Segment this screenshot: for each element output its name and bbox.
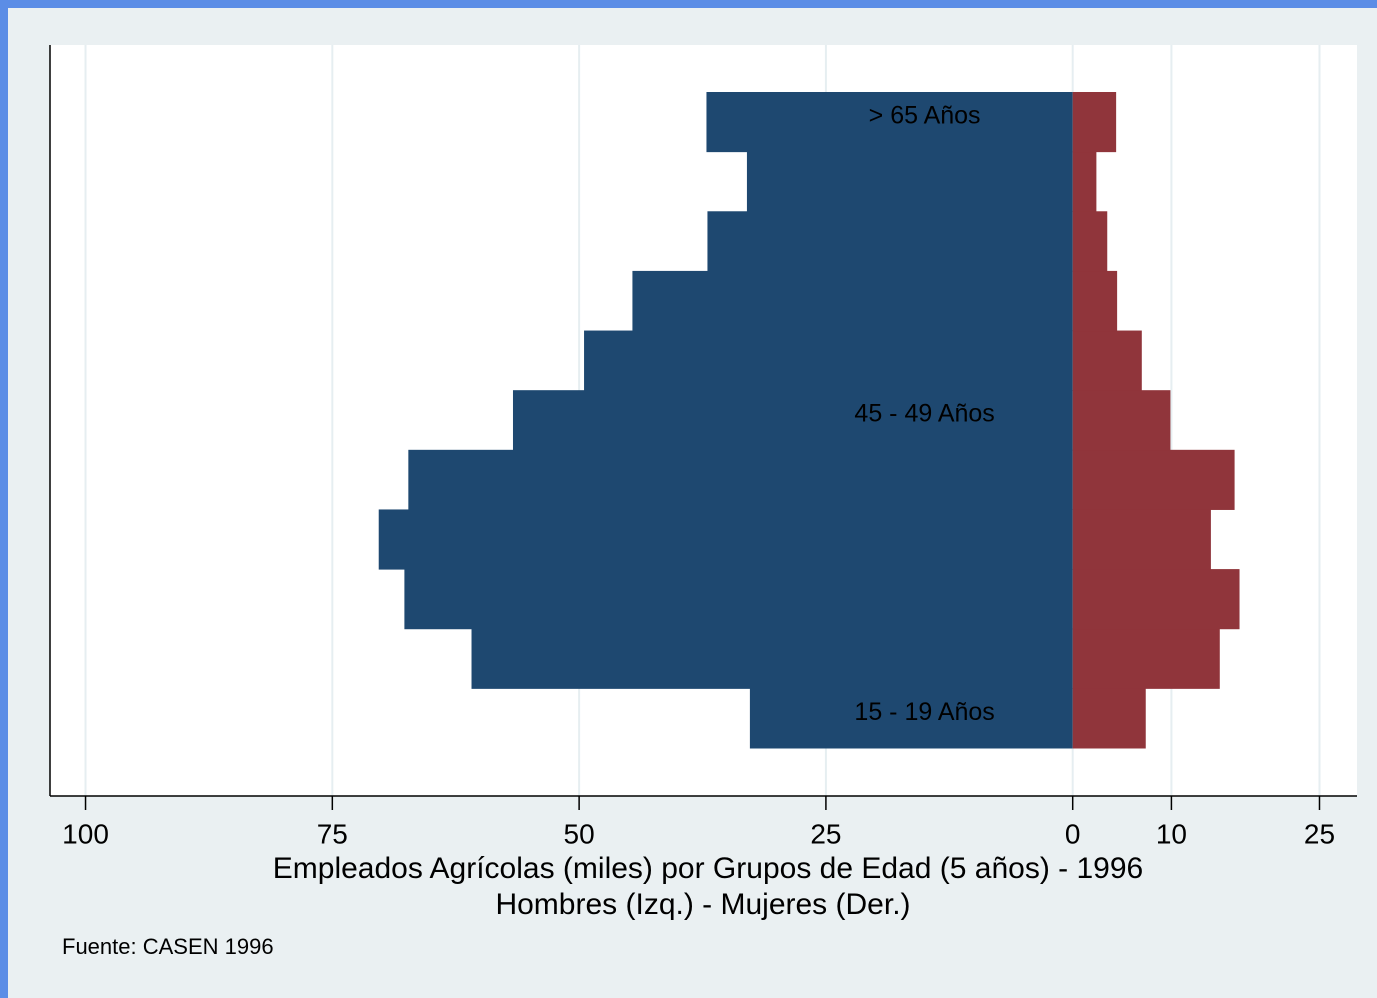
x-tick-label: 0 [1065, 818, 1081, 849]
bar-left [632, 270, 1073, 332]
bar-right [1072, 628, 1220, 689]
x-tick-label: 25 [810, 818, 841, 849]
bar-left [404, 569, 1073, 630]
bar-left [707, 211, 1073, 272]
bar-right [1072, 92, 1117, 153]
bar-right [1072, 390, 1171, 451]
bar-right [1072, 151, 1097, 212]
bar-left [584, 330, 1073, 391]
bar-right [1072, 688, 1146, 749]
bar-left [746, 151, 1073, 212]
bar-left [408, 449, 1073, 510]
x-tick-label: 10 [1156, 818, 1187, 849]
x-tick-label: 100 [62, 818, 109, 849]
bar-right [1072, 569, 1240, 630]
x-tick-label: 75 [317, 818, 348, 849]
x-axis-subtitle: Hombres (Izq.) - Mujeres (Der.) [495, 888, 910, 921]
x-tick-label: 50 [564, 818, 595, 849]
category-label: 15 - 19 Años [854, 698, 994, 726]
note: Fuente: CASEN 1996 [62, 934, 274, 959]
bar-left [706, 92, 1073, 153]
category-label: 45 - 49 Años [854, 400, 994, 428]
bar-left [471, 628, 1073, 689]
bar-right [1072, 509, 1211, 570]
category-label: > 65 Años [869, 101, 981, 129]
bar-left [378, 509, 1073, 570]
bar-left [512, 390, 1073, 451]
x-axis-title: Empleados Agrícolas (miles) por Grupos d… [273, 852, 1143, 885]
bar-right [1072, 211, 1108, 272]
x-tick-label: 25 [1304, 818, 1335, 849]
bar-right [1072, 449, 1235, 510]
bar-right [1072, 330, 1142, 391]
bar-right [1072, 270, 1118, 332]
bar-left [749, 688, 1073, 749]
